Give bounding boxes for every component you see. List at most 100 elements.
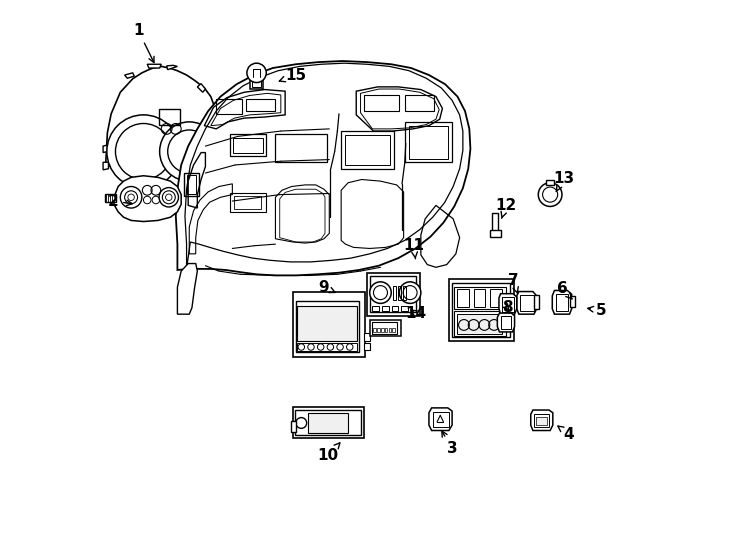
Bar [490, 230, 501, 237]
Bar [295, 410, 361, 435]
Circle shape [399, 282, 421, 303]
Polygon shape [125, 73, 134, 78]
Bar [346, 136, 390, 165]
Bar [452, 284, 510, 338]
Bar [473, 289, 485, 307]
Bar [308, 413, 348, 433]
Polygon shape [176, 61, 470, 275]
Circle shape [120, 186, 142, 208]
Circle shape [159, 187, 178, 207]
Text: 1: 1 [133, 23, 154, 63]
Bar [454, 312, 506, 336]
Polygon shape [517, 292, 537, 314]
Bar [433, 412, 449, 427]
Text: 10: 10 [318, 443, 340, 463]
Bar [534, 295, 539, 309]
Bar [398, 286, 401, 300]
Bar [546, 179, 554, 185]
Bar [449, 279, 514, 341]
Polygon shape [498, 313, 515, 332]
Bar [341, 131, 394, 168]
Bar [372, 306, 379, 311]
Bar [372, 322, 397, 334]
Bar [536, 416, 547, 424]
Bar [234, 195, 261, 208]
Bar [382, 306, 388, 311]
Bar [367, 273, 420, 316]
Polygon shape [103, 145, 107, 153]
Text: 7: 7 [508, 273, 519, 294]
Bar [392, 328, 395, 333]
Polygon shape [552, 291, 572, 314]
Text: 4: 4 [558, 426, 574, 442]
Bar [246, 99, 275, 111]
Bar [159, 110, 180, 125]
Bar [490, 289, 501, 307]
Bar [374, 328, 376, 333]
Bar [275, 134, 327, 163]
Bar [105, 193, 116, 202]
Circle shape [370, 282, 391, 303]
Bar [293, 292, 366, 357]
Bar [401, 306, 408, 311]
Polygon shape [429, 408, 452, 430]
Bar [230, 193, 266, 212]
Bar [501, 316, 512, 329]
Text: 12: 12 [495, 198, 517, 218]
Polygon shape [531, 410, 553, 430]
Bar [388, 328, 391, 333]
Polygon shape [106, 66, 217, 190]
Bar [570, 296, 575, 307]
Bar [230, 134, 266, 156]
Bar [392, 306, 399, 311]
Bar [181, 184, 191, 190]
Polygon shape [197, 84, 206, 92]
Polygon shape [103, 163, 109, 170]
Bar [293, 407, 364, 438]
Circle shape [247, 63, 266, 83]
Circle shape [107, 115, 180, 188]
Polygon shape [109, 194, 115, 201]
Bar [457, 289, 469, 307]
Bar [364, 343, 370, 350]
Text: 5: 5 [588, 303, 606, 318]
Bar [250, 77, 263, 89]
Bar [296, 301, 360, 352]
Bar [186, 175, 196, 193]
Polygon shape [178, 264, 197, 314]
Bar [393, 286, 396, 300]
Text: 8: 8 [502, 300, 512, 315]
Text: 2: 2 [107, 193, 132, 208]
Bar [297, 343, 357, 351]
Bar [556, 294, 568, 311]
Bar [370, 276, 416, 312]
Bar [291, 421, 296, 431]
Text: 3: 3 [442, 431, 457, 456]
Bar [252, 79, 261, 87]
Text: 15: 15 [280, 68, 307, 83]
Circle shape [538, 183, 562, 206]
Bar [402, 286, 406, 300]
Bar [385, 328, 388, 333]
Bar [134, 184, 144, 190]
Polygon shape [167, 65, 178, 70]
Bar [184, 173, 199, 195]
Bar [381, 328, 384, 333]
Bar [364, 95, 399, 111]
Circle shape [159, 122, 219, 181]
Text: 13: 13 [553, 171, 574, 191]
Bar [404, 122, 452, 163]
Polygon shape [148, 64, 161, 68]
Bar [217, 99, 242, 114]
Bar [534, 414, 549, 427]
Bar [492, 213, 498, 233]
Polygon shape [499, 294, 517, 314]
Bar [297, 306, 357, 341]
Bar [454, 287, 506, 309]
Polygon shape [114, 176, 181, 221]
Text: 9: 9 [319, 280, 335, 295]
Bar [370, 320, 401, 336]
Bar [364, 333, 370, 341]
Bar [233, 138, 263, 153]
Polygon shape [215, 124, 219, 131]
